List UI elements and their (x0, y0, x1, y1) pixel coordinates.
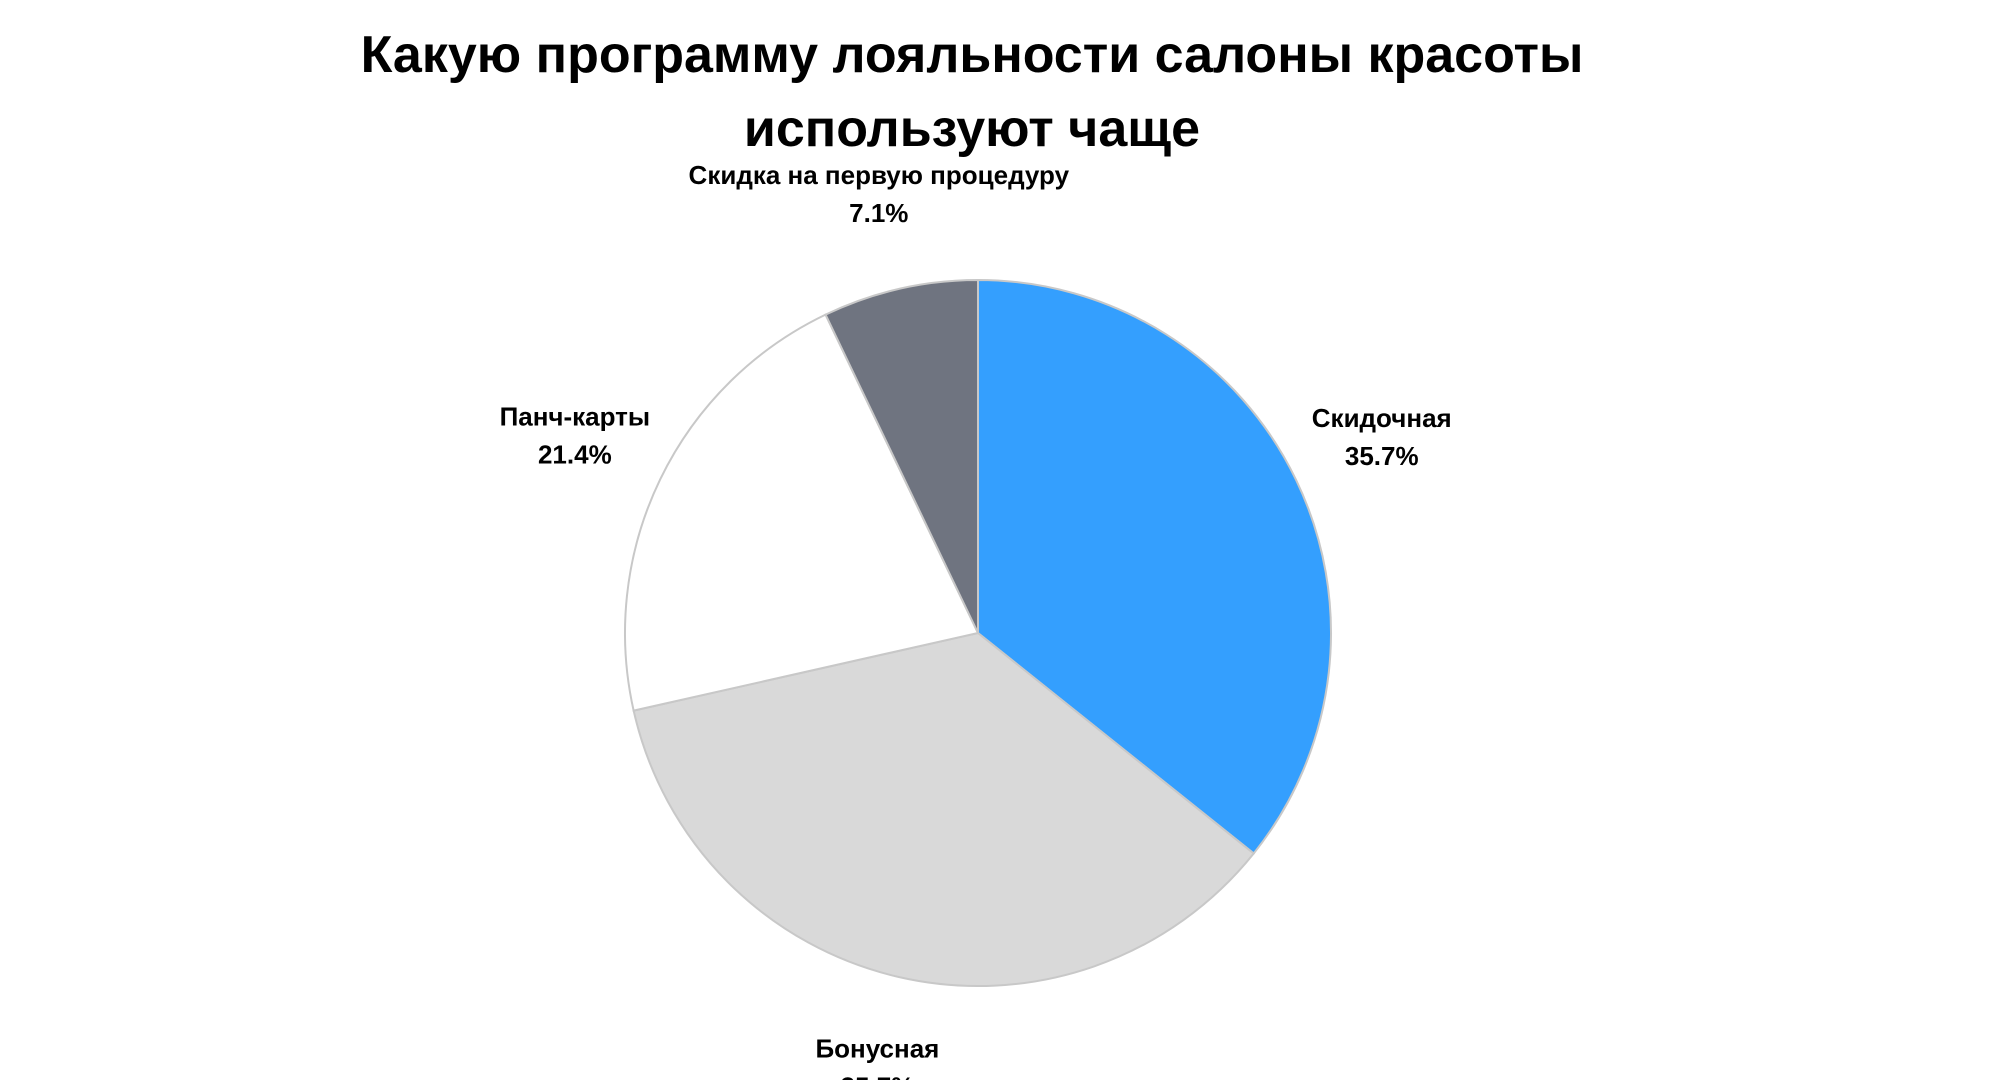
chart-title: Какую программу лояльности салоны красот… (360, 26, 1584, 158)
slice-label: Бонусная (815, 1033, 939, 1063)
pie-slice (624, 313, 980, 712)
pie-slice (977, 278, 1332, 855)
pie-slice (632, 631, 1256, 987)
slice-label: Скидка на первую процедуру (689, 160, 1070, 190)
slice-value-label: 35.7% (1345, 441, 1419, 471)
slice-value-label: 21.4% (538, 439, 612, 469)
pie-slice (824, 278, 979, 634)
slice-label: Панч-карты (500, 401, 651, 431)
slice-value-label: 35.7% (841, 1071, 915, 1080)
slice-label: Скидочная (1312, 403, 1452, 433)
slice-value-label: 7.1% (849, 198, 908, 228)
